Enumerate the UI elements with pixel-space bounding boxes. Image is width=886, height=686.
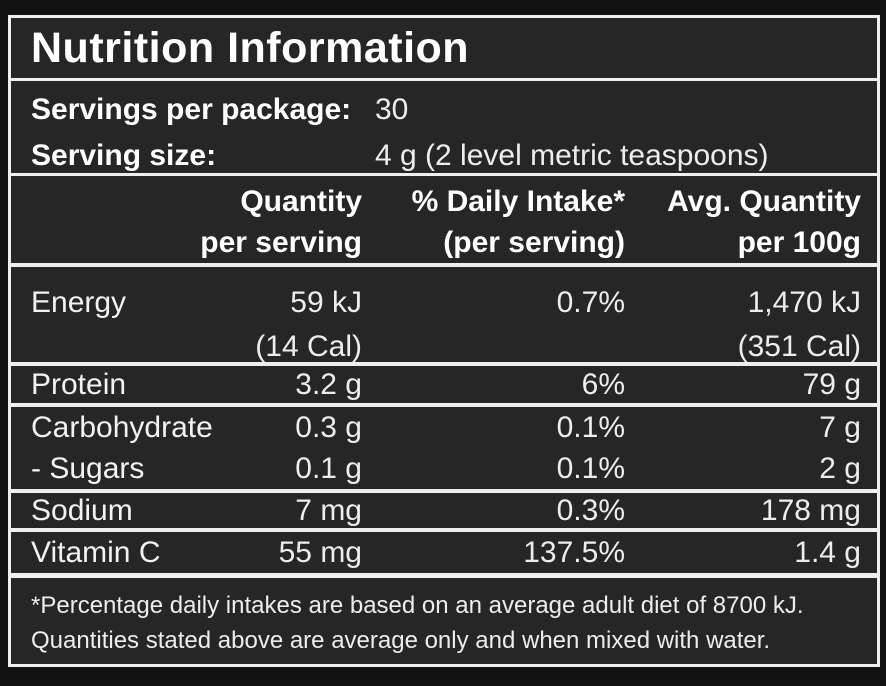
nutrient-daily-intake: 0.1% bbox=[556, 411, 625, 444]
nutrient-quantity: 0.1 g bbox=[295, 452, 362, 485]
nutrient-quantity: 3.2 g bbox=[295, 368, 362, 401]
nutrient-daily-intake: 6% bbox=[581, 368, 625, 401]
table-row-sugars: - Sugars 0.1 g 0.1% 2 g bbox=[11, 448, 877, 489]
nutrient-avg-quantity: 79 g bbox=[802, 368, 861, 401]
nutrient-quantity: 0.3 g bbox=[295, 411, 362, 444]
title-bar: Nutrition Information bbox=[11, 18, 877, 81]
table-row-carbohydrate-group: Carbohydrate 0.3 g 0.1% 7 g - Sugars 0.1… bbox=[11, 407, 877, 493]
nutrient-daily-intake: 137.5% bbox=[523, 536, 625, 569]
serving-size-value: 4 g (2 level metric teaspoons) bbox=[375, 139, 769, 172]
nutrient-avg-quantity: 178 mg bbox=[760, 494, 861, 527]
nutrient-daily-intake: 0.1% bbox=[556, 452, 625, 485]
nutrient-name: Sodium bbox=[31, 494, 133, 527]
nutrient-name: Carbohydrate bbox=[31, 411, 213, 444]
table-row-sodium: Sodium 7 mg 0.3% 178 mg bbox=[11, 493, 877, 532]
label-title: Nutrition Information bbox=[31, 23, 470, 72]
nutrient-quantity: 55 mg bbox=[278, 536, 362, 569]
column-header-quantity: Quantity per serving bbox=[200, 185, 362, 259]
serving-info-section: Servings per package: 30 Serving size: 4 g… bbox=[11, 81, 877, 176]
footnote-line-1: *Percentage daily intakes are based on a… bbox=[31, 592, 804, 619]
nutrient-quantity: 59 kJ (14 Cal) bbox=[255, 286, 362, 363]
servings-per-package-row: Servings per package: 30 bbox=[31, 89, 861, 135]
nutrient-name: Protein bbox=[31, 368, 127, 401]
serving-size-row: Serving size: 4 g (2 level metric teaspoo… bbox=[31, 135, 861, 181]
nutrient-avg-quantity: 1.4 g bbox=[794, 536, 861, 569]
nutrient-name: Vitamin C bbox=[31, 536, 161, 569]
column-header-daily-intake: % Daily Intake* (per serving) bbox=[411, 185, 625, 259]
footnote-section: *Percentage daily intakes are based on a… bbox=[11, 578, 877, 664]
footnote-line-2: Quantities stated above are average only… bbox=[31, 627, 771, 654]
column-header-row: Quantity per serving % Daily Intake* (pe… bbox=[11, 176, 877, 267]
servings-per-package-label: Servings per package: bbox=[31, 93, 352, 126]
servings-per-package-value: 30 bbox=[375, 93, 409, 126]
nutrient-name: Energy bbox=[31, 286, 127, 319]
table-row-vitamin-c: Vitamin C 55 mg 137.5% 1.4 g bbox=[11, 532, 877, 578]
nutrient-avg-quantity: 1,470 kJ (351 Cal) bbox=[737, 286, 861, 363]
serving-size-label: Serving size: bbox=[31, 139, 217, 172]
table-row-carbohydrate: Carbohydrate 0.3 g 0.1% 7 g bbox=[11, 407, 877, 448]
nutrient-avg-quantity: 7 g bbox=[819, 411, 861, 444]
table-row-energy: Energy 59 kJ (14 Cal) 0.7% 1,470 kJ (351… bbox=[11, 267, 877, 366]
column-header-avg-quantity: Avg. Quantity per 100g bbox=[667, 185, 861, 259]
nutrient-daily-intake: 0.7% bbox=[556, 286, 625, 319]
nutrition-label-panel: Nutrition Information Servings per packa… bbox=[8, 15, 880, 667]
nutrient-avg-quantity: 2 g bbox=[819, 452, 861, 485]
table-row-protein: Protein 3.2 g 6% 79 g bbox=[11, 366, 877, 407]
nutrient-daily-intake: 0.3% bbox=[556, 494, 625, 527]
nutrient-name: - Sugars bbox=[31, 452, 145, 485]
nutrient-quantity: 7 mg bbox=[295, 494, 362, 527]
